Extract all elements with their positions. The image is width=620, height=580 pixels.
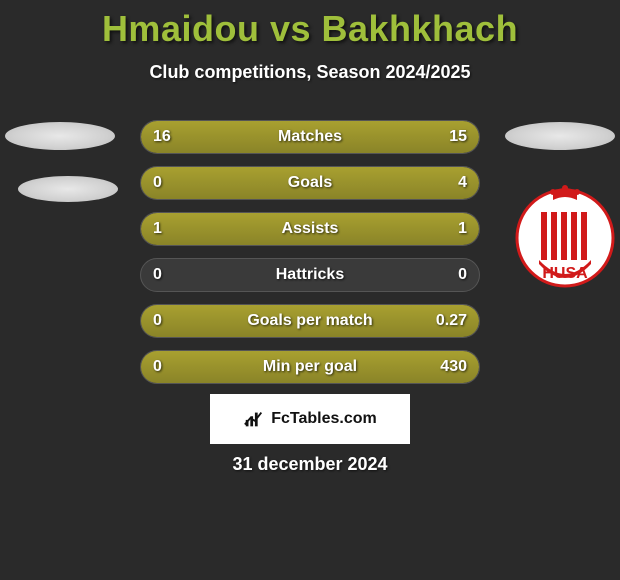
watermark-text: FcTables.com [271, 410, 377, 428]
page-subtitle: Club competitions, Season 2024/2025 [0, 62, 620, 83]
club-badge-text: HUSA [542, 265, 588, 282]
date-label: 31 december 2024 [0, 454, 620, 475]
stat-label: Matches [141, 128, 479, 146]
stat-label: Goals per match [141, 312, 479, 330]
stat-row: 0430Min per goal [140, 350, 480, 384]
chart-icon [243, 408, 265, 430]
club-badge-icon: HUSA [515, 178, 615, 298]
stat-label: Goals [141, 174, 479, 192]
stat-label: Min per goal [141, 358, 479, 376]
stats-container: 1615Matches 04Goals 11Assists 00Hattricks 00… [140, 120, 480, 396]
stat-label: Hattricks [141, 266, 479, 284]
player-left-badge [0, 100, 120, 240]
stat-row: 11Assists [140, 212, 480, 246]
stat-row: 00.27Goals per match [140, 304, 480, 338]
placeholder-ellipse-icon [5, 122, 115, 150]
stat-row: 04Goals [140, 166, 480, 200]
stat-row: 00Hattricks [140, 258, 480, 292]
placeholder-ellipse-icon [18, 176, 118, 202]
watermark: FcTables.com [210, 394, 410, 444]
placeholder-ellipse-icon [505, 122, 615, 150]
page-title: Hmaidou vs Bakhkhach [0, 0, 620, 50]
stat-label: Assists [141, 220, 479, 238]
player-right-badge: HUSA [500, 100, 620, 240]
stat-row: 1615Matches [140, 120, 480, 154]
